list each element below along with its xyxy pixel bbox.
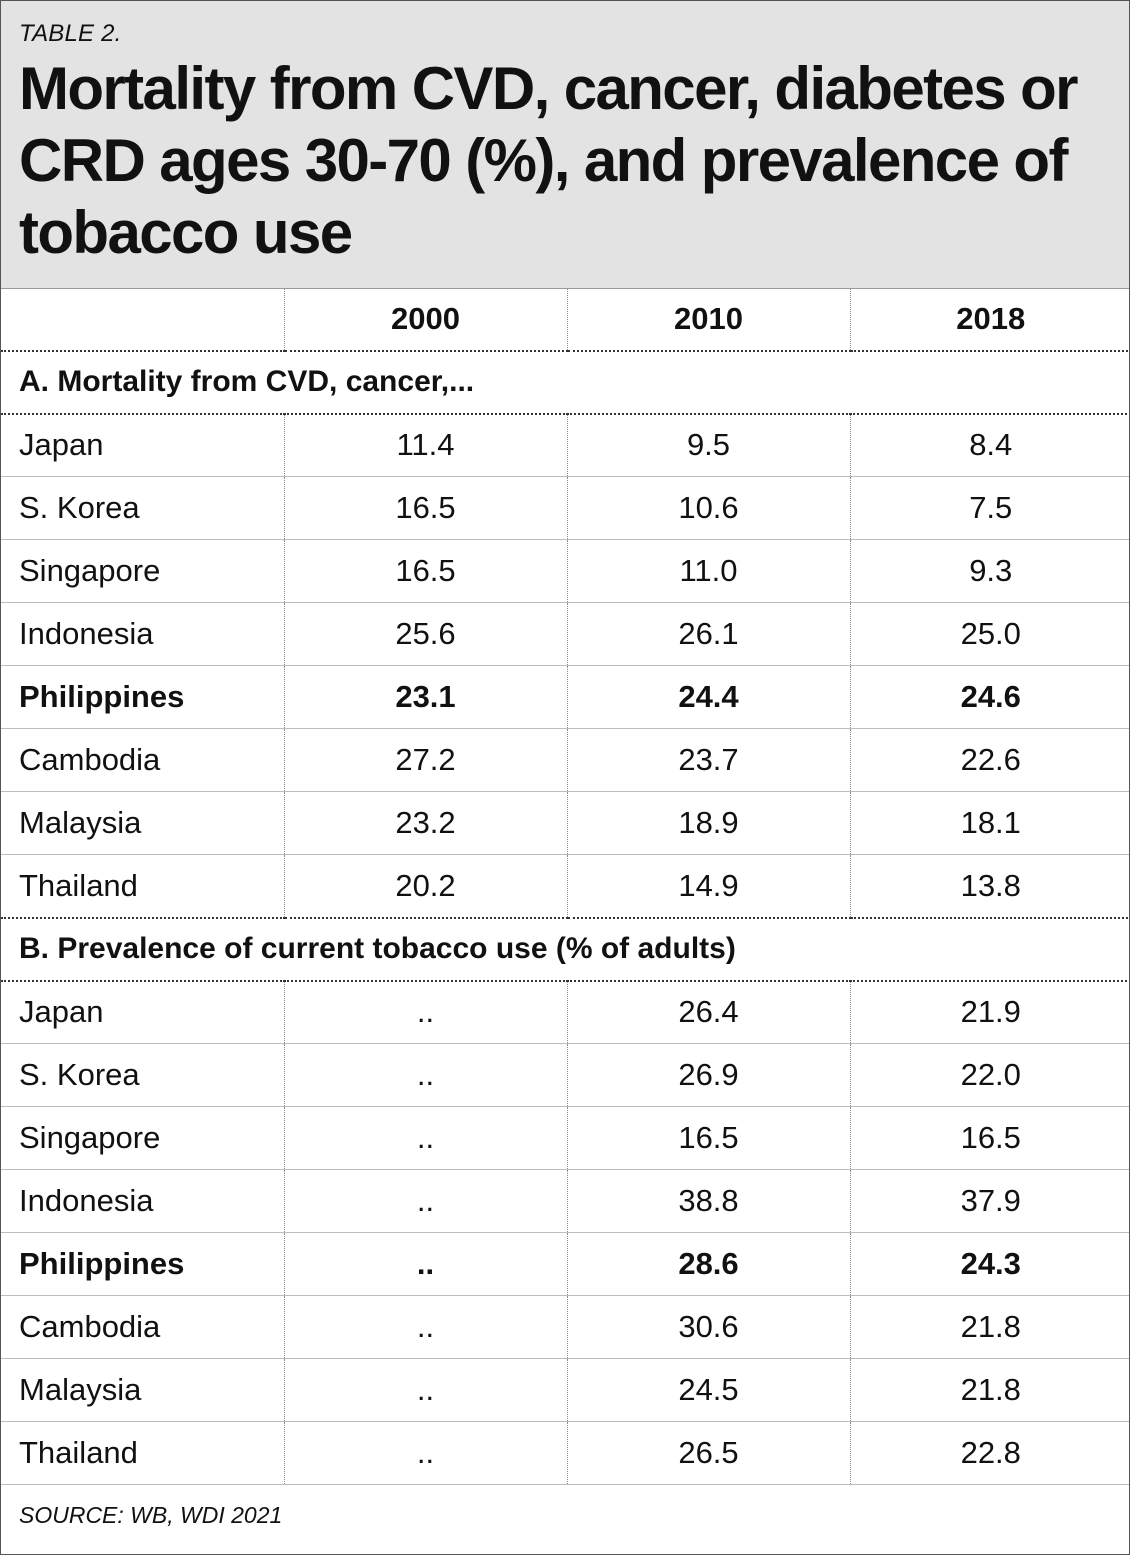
country-cell: Malaysia [1,1358,284,1422]
table-row: Malaysia 23.2 18.9 18.1 [1,791,1129,855]
column-header-2018: 2018 [849,288,1129,352]
value-cell: 24.5 [566,1358,850,1422]
table-row: S. Korea 16.5 10.6 7.5 [1,476,1129,540]
column-header-row: 2000 2010 2018 [1,288,1129,352]
value-cell: 21.9 [849,980,1129,1044]
table-row: S. Korea.. 26.9 22.0 [1,1043,1129,1107]
value-cell: .. [283,1358,567,1422]
table-header: TABLE 2. Mortality from CVD, cancer, dia… [1,1,1129,288]
country-cell: S. Korea [1,1043,284,1107]
section-heading-row: A. Mortality from CVD, cancer,... [1,350,1129,415]
value-cell: .. [283,980,567,1044]
table-row: Philippines 23.1 24.4 24.6 [1,665,1129,729]
value-cell: 37.9 [849,1169,1129,1233]
value-cell: 11.0 [566,539,850,603]
value-cell: 23.1 [283,665,567,729]
data-table: 2000 2010 2018 A. Mortality from CVD, ca… [1,288,1129,1485]
value-cell: 25.6 [283,602,567,666]
value-cell: 27.2 [283,728,567,792]
value-cell: 20.2 [283,854,567,919]
value-cell: 16.5 [283,476,567,540]
value-cell: 13.8 [849,854,1129,919]
section-heading: A. Mortality from CVD, cancer,... [1,350,1129,415]
table-row: Cambodia 27.2 23.7 22.6 [1,728,1129,792]
country-cell: Thailand [1,1421,284,1485]
value-cell: 11.4 [283,413,567,477]
value-cell: 8.4 [849,413,1129,477]
value-cell: 16.5 [849,1106,1129,1170]
country-cell: Japan [1,980,284,1044]
country-cell: Indonesia [1,602,284,666]
country-cell: Singapore [1,539,284,603]
table-row: Thailand.. 26.5 22.8 [1,1421,1129,1485]
country-cell: S. Korea [1,476,284,540]
table-row: Singapore.. 16.5 16.5 [1,1106,1129,1170]
value-cell: 18.1 [849,791,1129,855]
value-cell: 26.1 [566,602,850,666]
value-cell: 24.4 [566,665,850,729]
value-cell: 30.6 [566,1295,850,1359]
country-cell: Singapore [1,1106,284,1170]
table-label: TABLE 2. [19,20,122,47]
country-cell: Malaysia [1,791,284,855]
value-cell: 26.4 [566,980,850,1044]
value-cell: 22.6 [849,728,1129,792]
column-header-2010: 2010 [566,288,850,352]
country-cell: Cambodia [1,728,284,792]
country-cell: Philippines [1,1232,284,1296]
value-cell: 26.5 [566,1421,850,1485]
column-header-2000: 2000 [283,288,567,352]
country-cell: Thailand [1,854,284,919]
country-cell: Indonesia [1,1169,284,1233]
value-cell: 9.3 [849,539,1129,603]
country-cell: Philippines [1,665,284,729]
table-row: Japan 11.4 9.5 8.4 [1,413,1129,477]
country-cell: Japan [1,413,284,477]
value-cell: 24.6 [849,665,1129,729]
section-heading-row: B. Prevalence of current tobacco use (% … [1,917,1129,982]
value-cell: 16.5 [283,539,567,603]
value-cell: .. [283,1295,567,1359]
table-row: Malaysia.. 24.5 21.8 [1,1358,1129,1422]
value-cell: 25.0 [849,602,1129,666]
country-cell: Cambodia [1,1295,284,1359]
table-row: Japan.. 26.4 21.9 [1,980,1129,1044]
value-cell: .. [283,1043,567,1107]
value-cell: 16.5 [566,1106,850,1170]
column-header-blank [1,288,284,352]
value-cell: 7.5 [849,476,1129,540]
value-cell: 9.5 [566,413,850,477]
value-cell: 21.8 [849,1295,1129,1359]
value-cell: .. [283,1232,567,1296]
value-cell: 38.8 [566,1169,850,1233]
value-cell: 14.9 [566,854,850,919]
value-cell: .. [283,1169,567,1233]
table-row: Singapore 16.5 11.0 9.3 [1,539,1129,603]
table-row: Philippines.. 28.6 24.3 [1,1232,1129,1296]
table-row: Indonesia 25.6 26.1 25.0 [1,602,1129,666]
value-cell: 22.8 [849,1421,1129,1485]
value-cell: 18.9 [566,791,850,855]
value-cell: 10.6 [566,476,850,540]
table-row: Indonesia.. 38.8 37.9 [1,1169,1129,1233]
value-cell: 24.3 [849,1232,1129,1296]
value-cell: .. [283,1421,567,1485]
section-heading: B. Prevalence of current tobacco use (% … [1,917,1129,982]
value-cell: 23.7 [566,728,850,792]
table-title: Mortality from CVD, cancer, diabetes or … [19,55,1079,266]
value-cell: 23.2 [283,791,567,855]
value-cell: 26.9 [566,1043,850,1107]
source-note: SOURCE: WB, WDI 2021 [19,1502,283,1528]
value-cell: 21.8 [849,1358,1129,1422]
table-row: Cambodia.. 30.6 21.8 [1,1295,1129,1359]
table-row: Thailand 20.2 14.9 13.8 [1,854,1129,919]
value-cell: .. [283,1106,567,1170]
value-cell: 28.6 [566,1232,850,1296]
value-cell: 22.0 [849,1043,1129,1107]
